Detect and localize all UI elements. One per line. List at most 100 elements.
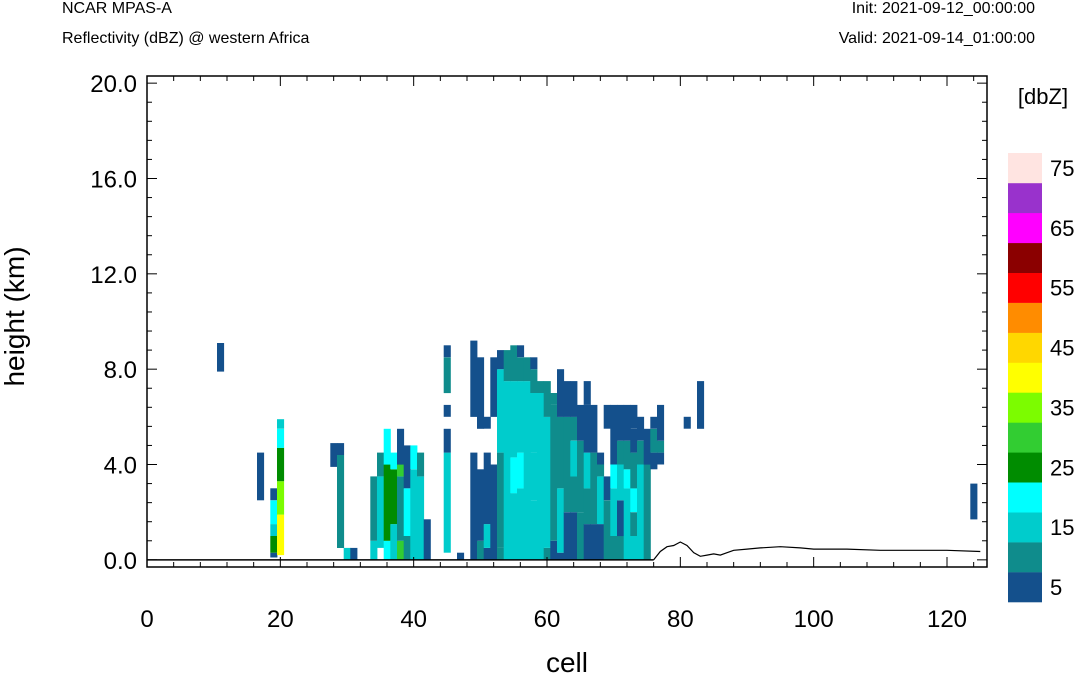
reflectivity-cell bbox=[397, 476, 404, 540]
reflectivity-cell bbox=[330, 443, 337, 467]
reflectivity-cell bbox=[270, 524, 277, 536]
colorbar-swatch bbox=[1008, 452, 1042, 482]
reflectivity-cell bbox=[397, 465, 404, 477]
reflectivity-cell bbox=[557, 488, 564, 552]
reflectivity-cell bbox=[564, 381, 571, 417]
reflectivity-cell bbox=[617, 536, 624, 560]
colorbar-unit-label: [dbZ] bbox=[1018, 84, 1068, 109]
x-tick-label: 20 bbox=[267, 606, 294, 633]
reflectivity-cell bbox=[610, 488, 617, 536]
reflectivity-cell bbox=[477, 469, 484, 541]
reflectivity-cell bbox=[657, 453, 664, 465]
reflectivity-cell bbox=[644, 429, 651, 465]
reflectivity-cell bbox=[530, 453, 537, 501]
reflectivity-cell bbox=[564, 417, 571, 512]
reflectivity-cell bbox=[384, 541, 391, 560]
y-tick-label: 12.0 bbox=[90, 262, 137, 289]
reflectivity-cell bbox=[484, 524, 491, 548]
colorbar-tick-label: 55 bbox=[1050, 276, 1074, 301]
reflectivity-cell bbox=[577, 405, 584, 441]
reflectivity-cell bbox=[617, 465, 624, 501]
reflectivity-cell bbox=[477, 357, 484, 429]
reflectivity-cell bbox=[624, 441, 631, 470]
reflectivity-cell bbox=[377, 453, 384, 477]
reflectivity-cell bbox=[637, 441, 644, 465]
reflectivity-cell bbox=[497, 453, 504, 548]
reflectivity-cell bbox=[550, 405, 557, 541]
reflectivity-cell bbox=[550, 541, 557, 560]
reflectivity-cell bbox=[570, 441, 577, 477]
reflectivity-cell bbox=[390, 453, 397, 470]
reflectivity-cell bbox=[584, 488, 591, 524]
reflectivity-cell bbox=[604, 405, 611, 429]
colorbar-swatch bbox=[1008, 183, 1042, 213]
reflectivity-cell bbox=[390, 524, 397, 560]
reflectivity-cell bbox=[617, 500, 624, 536]
reflectivity-cell bbox=[524, 381, 531, 560]
colorbar-swatch bbox=[1008, 243, 1042, 273]
reflectivity-cell bbox=[597, 453, 604, 465]
reflectivity-cell bbox=[657, 405, 664, 441]
reflectivity-cell bbox=[557, 553, 564, 560]
reflectivity-cell bbox=[624, 488, 631, 560]
colorbar-tick-label: 35 bbox=[1050, 395, 1074, 420]
reflectivity-cell bbox=[484, 417, 491, 429]
reflectivity-cell bbox=[604, 500, 611, 560]
reflectivity-cell bbox=[444, 345, 451, 357]
reflectivity-cell bbox=[604, 476, 611, 500]
reflectivity-cell bbox=[610, 405, 617, 465]
reflectivity-cell bbox=[350, 548, 357, 560]
reflectivity-cell bbox=[557, 369, 564, 417]
reflectivity-cell bbox=[484, 453, 491, 524]
reflectivity-cell bbox=[550, 393, 557, 405]
reflectivity-cell bbox=[337, 455, 344, 548]
reflectivity-cell bbox=[504, 350, 511, 381]
reflectivity-cell bbox=[570, 381, 577, 417]
reflectivity-cell bbox=[597, 476, 604, 524]
reflectivity-cell bbox=[530, 500, 537, 560]
reflectivity-cell bbox=[650, 417, 657, 429]
colorbar-swatch bbox=[1008, 273, 1042, 303]
reflectivity-cell bbox=[517, 345, 524, 357]
reflectivity-cell bbox=[597, 465, 604, 477]
reflectivity-cell bbox=[657, 441, 664, 453]
reflectivity-cell bbox=[624, 469, 631, 488]
reflectivity-cell bbox=[424, 519, 431, 560]
reflectivity-cell bbox=[650, 429, 657, 453]
colorbar-swatch bbox=[1008, 393, 1042, 423]
y-tick-label: 4.0 bbox=[104, 453, 137, 480]
reflectivity-cell bbox=[557, 417, 564, 489]
reflectivity-cell bbox=[277, 448, 284, 481]
reflectivity-cell bbox=[630, 405, 637, 429]
colorbar-tick-labels: 515253545556575 bbox=[1050, 156, 1074, 600]
reflectivity-cell bbox=[490, 357, 497, 417]
reflectivity-cell bbox=[530, 393, 537, 453]
reflectivity-cell bbox=[370, 541, 377, 560]
reflectivity-cell bbox=[497, 369, 504, 452]
colorbar-tick-label: 65 bbox=[1050, 216, 1074, 241]
reflectivity-cell bbox=[537, 381, 544, 393]
reflectivity-cell bbox=[637, 417, 644, 441]
reflectivity-cell bbox=[517, 381, 524, 453]
reflectivity-cell bbox=[630, 429, 637, 453]
reflectivity-cell bbox=[390, 469, 397, 524]
reflectivity-cell bbox=[610, 536, 617, 560]
reflectivity-cell bbox=[517, 453, 524, 489]
reflectivity-cell bbox=[584, 453, 591, 489]
y-axis-title: height (km) bbox=[0, 246, 30, 386]
colorbar-swatch bbox=[1008, 422, 1042, 452]
reflectivity-cell bbox=[544, 381, 551, 417]
reflectivity-cell bbox=[277, 481, 284, 514]
reflectivity-cell bbox=[417, 476, 424, 559]
colorbar-swatch bbox=[1008, 363, 1042, 393]
reflectivity-cell bbox=[270, 488, 277, 500]
colorbar-swatch bbox=[1008, 512, 1042, 542]
reflectivity-cell bbox=[590, 453, 597, 524]
reflectivity-cell bbox=[277, 429, 284, 448]
reflectivity-cell bbox=[417, 453, 424, 477]
colorbar-tick-label: 75 bbox=[1050, 156, 1074, 181]
reflectivity-cell bbox=[384, 429, 391, 465]
reflectivity-cell bbox=[517, 488, 524, 560]
reflectivity-cell bbox=[484, 548, 491, 560]
reflectivity-cell bbox=[564, 512, 571, 560]
